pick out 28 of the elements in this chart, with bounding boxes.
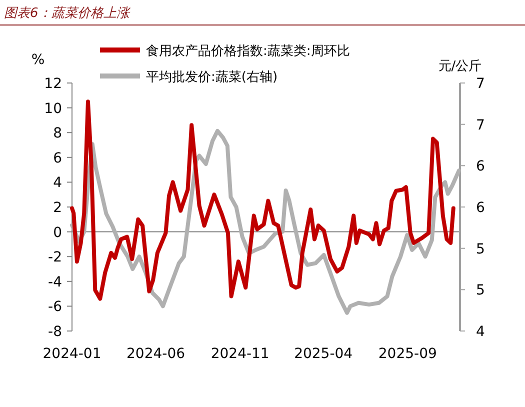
y-tick-label: 2 xyxy=(53,200,62,216)
y2-tick-label: 6 xyxy=(476,158,485,175)
y-tick-label: -8 xyxy=(48,324,62,340)
x-tick-label: 2025-04 xyxy=(294,346,353,362)
chart-title: 图表6：蔬菜价格上涨 xyxy=(4,6,132,21)
y-tick-label: 4 xyxy=(53,175,62,192)
y-tick-label: 0 xyxy=(53,224,62,241)
x-tick-label: 2024-06 xyxy=(126,346,186,362)
x-tick-label: 2024-01 xyxy=(42,346,102,362)
y2-axis-title: 元/公斤 xyxy=(438,59,482,74)
y-tick-label: -6 xyxy=(48,299,62,316)
y-axis-title: % xyxy=(31,52,45,68)
y-tick-label: 12 xyxy=(44,76,62,92)
y-tick-label: 6 xyxy=(53,150,62,166)
y-tick-label: 8 xyxy=(53,126,62,142)
y2-tick-label: 7 xyxy=(476,76,485,92)
y2-tick-label: 6 xyxy=(476,200,485,216)
legend-label: 平均批发价:蔬菜(右轴) xyxy=(146,70,278,85)
legend-label: 食用农产品价格指数:蔬菜类:周环比 xyxy=(146,44,350,59)
y2-tick-label: 4 xyxy=(476,324,485,340)
y-tick-label: -4 xyxy=(48,274,62,290)
y2-tick-label: 7 xyxy=(476,117,485,134)
y2-tick-label: 5 xyxy=(476,241,485,258)
x-tick-label: 2024-11 xyxy=(210,346,270,362)
x-tick-label: 2025-09 xyxy=(378,346,437,362)
y-tick-label: -2 xyxy=(48,250,62,266)
y-tick-label: 10 xyxy=(44,100,62,117)
y2-tick-label: 5 xyxy=(476,282,485,299)
